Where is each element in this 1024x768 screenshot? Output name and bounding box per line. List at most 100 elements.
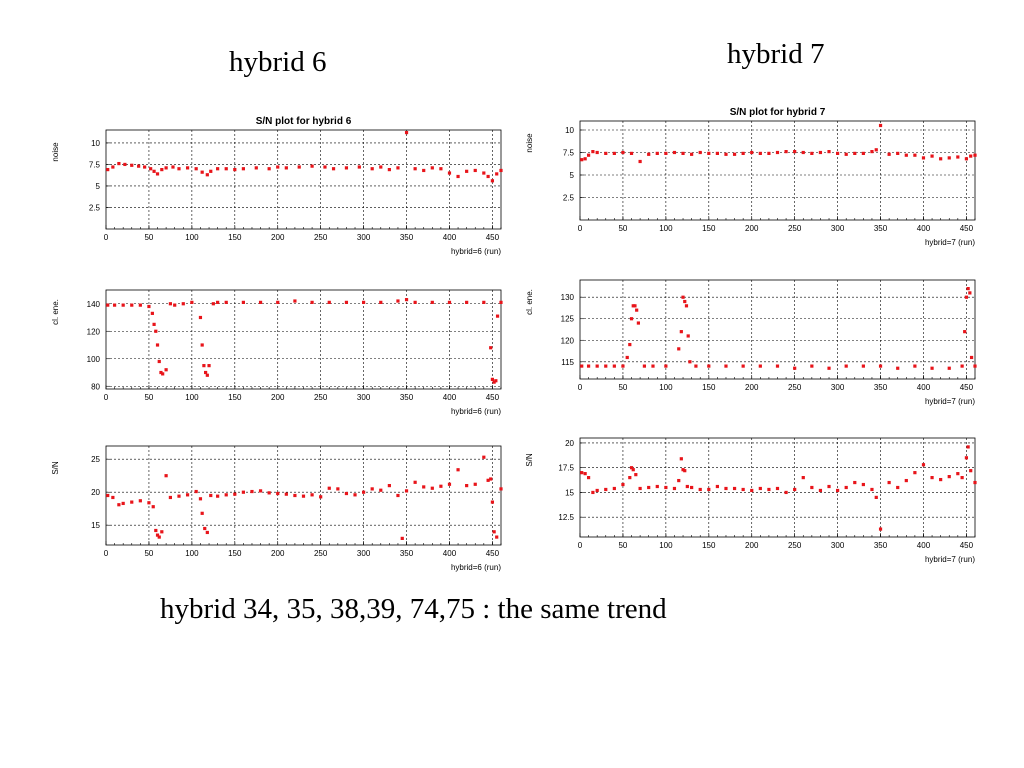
- data-point: [775, 486, 780, 491]
- y-tick-label: 120: [87, 327, 101, 336]
- chart-title: S/N plot for hybrid 7: [730, 107, 826, 118]
- data-point: [966, 287, 970, 291]
- data-point: [844, 364, 848, 368]
- data-point: [580, 158, 584, 162]
- data-point: [801, 150, 805, 155]
- data-point: [344, 166, 349, 170]
- x-tick-label: 50: [618, 224, 627, 233]
- data-point: [724, 364, 728, 368]
- data-point: [874, 148, 878, 152]
- data-point: [690, 152, 694, 156]
- data-point: [793, 150, 797, 154]
- data-point: [456, 174, 460, 179]
- data-point: [482, 455, 486, 459]
- data-point: [968, 291, 972, 295]
- y-tick-label: 5: [570, 171, 575, 180]
- heading-hybrid-7: hybrid 7: [727, 38, 825, 70]
- x-tick-label: 200: [745, 383, 759, 392]
- chart-svg: S/N plot for hybrid 6 noise 0 50 100 150 200 25…: [51, 116, 503, 256]
- x-tick-label: 400: [443, 393, 457, 402]
- x-tick-label: 50: [618, 541, 627, 550]
- x-tick-label: 300: [831, 541, 845, 550]
- data-point: [784, 490, 788, 495]
- data-point: [430, 300, 434, 304]
- data-point: [930, 366, 934, 370]
- chart-svg: cl. ene. 0 50 100 150 200 250 300 350 400 450 115 12…: [525, 279, 977, 406]
- data-point: [310, 300, 314, 304]
- data-point: [499, 487, 503, 491]
- data-point: [625, 355, 629, 360]
- y-tick-label: 12.5: [558, 513, 574, 522]
- data-point: [758, 486, 762, 491]
- data-point: [160, 530, 164, 534]
- data-point: [635, 308, 639, 312]
- x-tick-label: 150: [702, 383, 716, 392]
- data-point: [621, 150, 625, 155]
- data-point: [216, 167, 220, 171]
- data-point: [724, 486, 728, 491]
- data-point: [583, 157, 587, 161]
- data-point: [233, 168, 237, 172]
- data-point: [758, 151, 762, 155]
- x-tick-label: 200: [271, 233, 285, 242]
- data-point: [194, 167, 198, 171]
- data-point: [168, 302, 173, 306]
- data-point: [595, 364, 599, 368]
- x-tick-label: 450: [960, 383, 974, 392]
- data-point: [628, 476, 632, 480]
- data-point: [960, 476, 964, 480]
- data-point: [200, 511, 204, 515]
- data-point: [767, 487, 771, 492]
- x-tick-label: 400: [917, 224, 931, 233]
- x-tick-label: 250: [788, 224, 802, 233]
- data-point: [258, 489, 263, 493]
- data-point: [143, 165, 147, 169]
- data-point: [106, 168, 110, 172]
- data-point: [198, 497, 203, 501]
- y-tick-label: 7.5: [563, 149, 575, 158]
- x-tick-label: 150: [228, 393, 242, 402]
- x-tick-label: 400: [917, 541, 931, 550]
- data-point: [612, 486, 616, 491]
- y-tick-label: 10: [565, 126, 574, 135]
- data-point: [447, 171, 452, 175]
- data-point: [404, 298, 409, 302]
- data-point: [801, 476, 805, 480]
- data-point: [439, 484, 443, 488]
- heading-hybrid-6: hybrid 6: [229, 46, 327, 78]
- x-tick-label: 350: [400, 549, 414, 558]
- data-point: [151, 505, 155, 509]
- data-point: [447, 482, 452, 486]
- data-point: [439, 167, 443, 171]
- data-point: [633, 304, 637, 308]
- data-point: [200, 170, 204, 174]
- data-point: [164, 166, 168, 170]
- data-point: [138, 303, 142, 307]
- data-point: [741, 364, 745, 368]
- data-point: [969, 355, 974, 360]
- data-point: [861, 151, 865, 155]
- y-axis-label: cl. ene.: [525, 289, 534, 315]
- data-point: [681, 468, 685, 472]
- y-tick-label: 130: [561, 293, 575, 302]
- data-point: [250, 489, 254, 494]
- data-point: [964, 295, 969, 299]
- x-tick-label: 300: [357, 393, 371, 402]
- data-point: [310, 164, 314, 168]
- data-point: [621, 482, 625, 487]
- x-tick-label: 100: [659, 224, 673, 233]
- y-tick-label: 10: [91, 139, 100, 148]
- data-point: [473, 482, 477, 486]
- data-point: [209, 493, 213, 498]
- x-tick-label: 150: [702, 541, 716, 550]
- data-point: [160, 168, 164, 172]
- data-point: [827, 366, 831, 370]
- x-axis-label: hybrid=6 (run): [451, 247, 501, 256]
- data-point: [631, 468, 635, 472]
- x-tick-label: 300: [831, 383, 845, 392]
- data-point: [198, 315, 203, 320]
- x-tick-label: 100: [659, 541, 673, 550]
- x-tick-label: 450: [486, 393, 500, 402]
- data-point: [896, 485, 900, 490]
- data-point: [896, 151, 900, 155]
